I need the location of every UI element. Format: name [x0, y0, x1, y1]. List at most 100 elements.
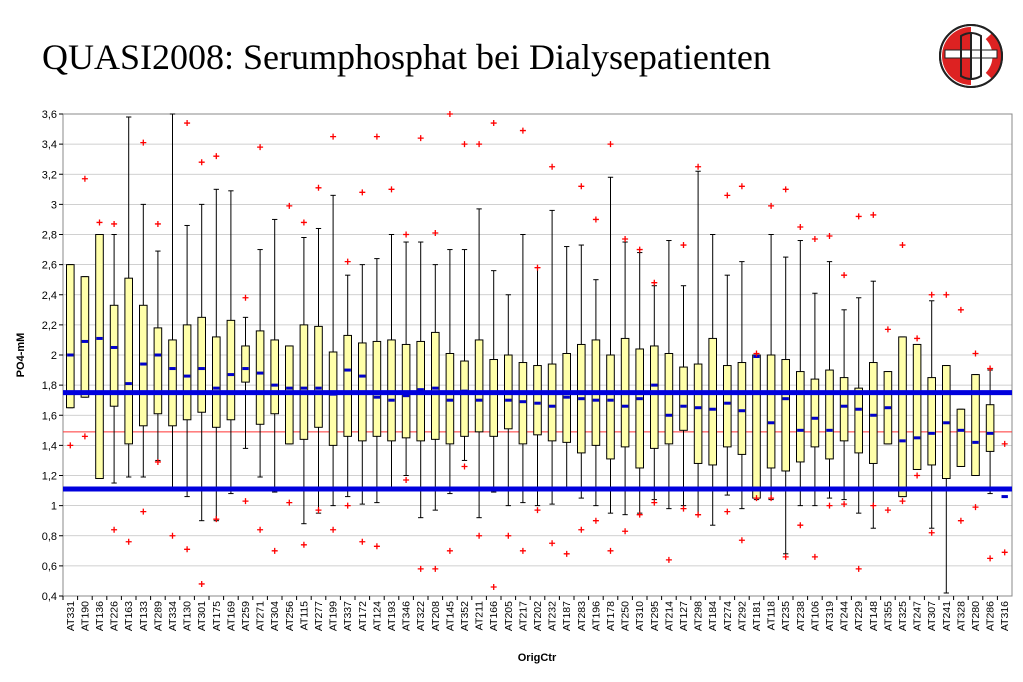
- outlier-point: [213, 153, 220, 160]
- outlier-point: [797, 223, 804, 230]
- box-AT244: [839, 272, 849, 508]
- x-tick-label: AT148: [868, 601, 880, 631]
- outlier-point: [519, 547, 526, 554]
- outlier-point: [884, 507, 891, 514]
- outlier-point: [972, 350, 979, 357]
- box-AT217: [518, 127, 528, 554]
- x-tick-label: AT247: [912, 601, 924, 631]
- box-iqr: [869, 362, 878, 464]
- x-tick-label: AT163: [123, 601, 135, 631]
- x-axis-label: OrigCtr: [518, 652, 557, 664]
- x-axis: AT331 AT190 AT136 AT226 AT163 AT133 AT289 AT334…: [62, 596, 1011, 631]
- box-AT145: [445, 111, 455, 554]
- box-iqr: [226, 319, 236, 421]
- box-AT241: [942, 291, 951, 594]
- outlier-point: [534, 507, 541, 514]
- box-iqr: [781, 359, 790, 472]
- lab-emblem-icon: [939, 24, 1003, 88]
- x-tick-label: AT250: [620, 601, 632, 631]
- outlier-point: [768, 202, 775, 209]
- x-tick-label: AT292: [736, 601, 748, 631]
- box-AT163: [124, 116, 133, 545]
- x-tick-label: AT298: [693, 601, 705, 631]
- outlier-point: [578, 526, 585, 533]
- y-tick-label: 3,2: [42, 169, 57, 181]
- box-iqr: [241, 345, 250, 383]
- box-AT247: [912, 335, 922, 479]
- outlier-point: [111, 220, 118, 227]
- outlier-point: [884, 326, 891, 333]
- outlier-point: [987, 365, 994, 372]
- outlier-point: [578, 183, 585, 190]
- box-AT202: [533, 264, 542, 514]
- x-tick-label: AT169: [225, 601, 237, 631]
- outlier-point: [490, 120, 497, 127]
- box-AT319: [825, 233, 834, 509]
- outlier-point: [359, 538, 366, 545]
- box-AT148: [869, 211, 878, 529]
- box-AT271: [255, 144, 265, 533]
- y-tick-label: 2,4: [42, 290, 57, 302]
- outlier-point: [972, 504, 979, 511]
- outlier-point: [286, 499, 293, 506]
- box-iqr: [255, 330, 265, 425]
- box-AT307: [927, 291, 936, 536]
- outlier-point: [344, 502, 351, 509]
- x-tick-label: AT178: [605, 601, 617, 631]
- outlier-point: [811, 553, 818, 560]
- box-AT208: [431, 229, 440, 572]
- outlier-point: [636, 511, 643, 518]
- box-AT193: [387, 186, 396, 492]
- outlier-point: [257, 144, 264, 151]
- x-tick-label: AT229: [853, 601, 865, 631]
- box-iqr: [912, 343, 922, 470]
- box-iqr: [533, 365, 542, 436]
- box-iqr: [766, 354, 776, 469]
- y-tick-label: 3,6: [42, 109, 57, 121]
- x-tick-label: AT181: [751, 601, 763, 631]
- outlier-point: [476, 532, 483, 539]
- outlier-point: [257, 526, 264, 533]
- outlier-point: [169, 532, 176, 539]
- box-iqr: [212, 336, 221, 428]
- y-tick-label: 1,4: [42, 440, 57, 452]
- x-tick-label: AT283: [576, 601, 588, 631]
- outlier-point: [446, 111, 453, 117]
- x-tick-label: AT130: [182, 601, 194, 631]
- box-AT214: [664, 240, 674, 563]
- outlier-point: [315, 507, 322, 514]
- outlier-point: [359, 189, 366, 196]
- outlier-point: [315, 184, 322, 191]
- box-iqr: [197, 316, 206, 413]
- box-AT316: [1001, 440, 1008, 556]
- x-tick-label: AT355: [882, 601, 894, 631]
- box-iqr: [153, 327, 163, 415]
- box-iqr: [985, 404, 995, 452]
- box-AT292: [737, 183, 747, 544]
- box-iqr: [971, 374, 980, 476]
- outlier-point: [607, 547, 614, 554]
- outlier-point: [373, 543, 380, 550]
- outlier-point: [695, 511, 702, 518]
- box-AT298: [693, 163, 703, 518]
- outlier-point: [1001, 440, 1008, 447]
- outlier-point: [432, 565, 439, 572]
- outlier-point: [680, 505, 687, 512]
- box-iqr: [109, 304, 119, 407]
- x-tick-label: AT259: [240, 601, 252, 631]
- box-AT187: [562, 246, 571, 557]
- box-iqr: [474, 339, 484, 433]
- outlier-point: [797, 522, 804, 529]
- outlier-point: [286, 202, 293, 209]
- box-iqr: [489, 359, 498, 437]
- outlier-point: [461, 463, 468, 470]
- box-AT337: [343, 258, 352, 509]
- outlier-point: [622, 528, 629, 535]
- box-iqr: [679, 366, 688, 431]
- outlier-point: [242, 294, 249, 301]
- outlier-point: [519, 127, 526, 134]
- box-iqr: [693, 363, 703, 464]
- outlier-point: [67, 442, 74, 449]
- x-tick-label: AT175: [211, 601, 223, 631]
- x-tick-label: AT208: [430, 601, 442, 631]
